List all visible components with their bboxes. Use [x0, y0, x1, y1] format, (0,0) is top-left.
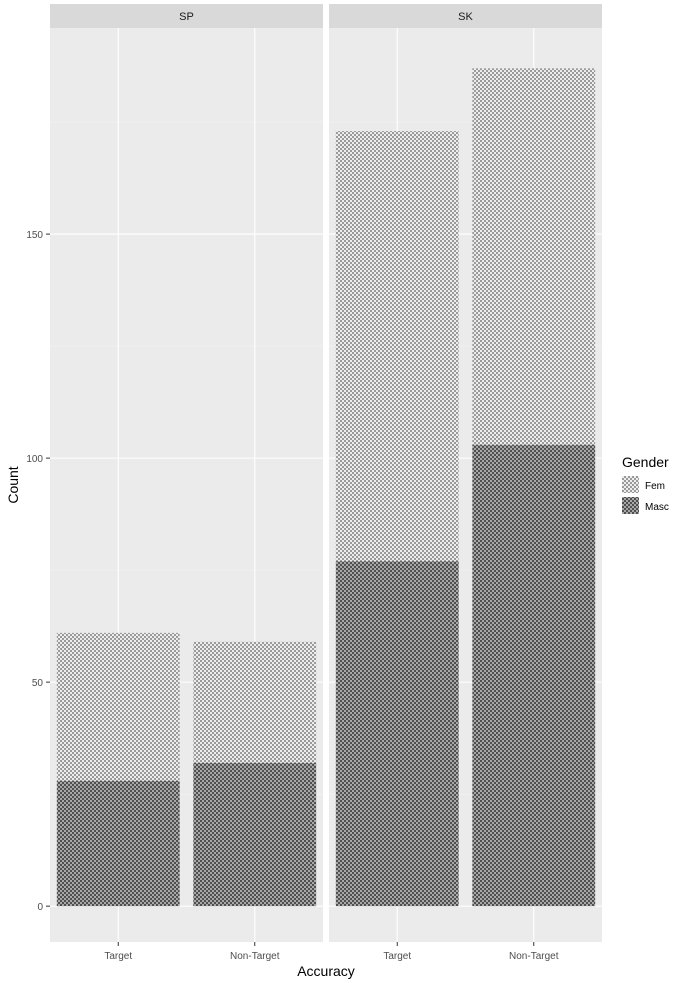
- bar-sp-non-target-masc: [193, 762, 317, 907]
- legend-key-fem: [622, 476, 639, 493]
- facet-strip-label-sp: SP: [179, 11, 194, 23]
- y-tick-label: 0: [37, 902, 43, 913]
- y-tick-label: 150: [26, 230, 43, 241]
- y-tick-label: 100: [26, 454, 43, 465]
- x-axis-title: Accuracy: [297, 963, 355, 979]
- bar-sp-target-fem: [56, 632, 180, 781]
- facet-strip-sp: [50, 4, 323, 28]
- x-tick-label: Target: [383, 951, 411, 962]
- x-tick-label: Non-Target: [509, 951, 559, 962]
- facet-strip-label-sk: SK: [458, 11, 473, 23]
- legend-title: Gender: [622, 454, 669, 470]
- bar-sp-target-masc: [56, 780, 180, 907]
- bar-sk-target-masc: [335, 561, 459, 907]
- x-tick-label: Target: [104, 951, 132, 962]
- bars: [56, 68, 596, 907]
- facet-strip-sk: [329, 4, 602, 28]
- axes: Target Non-Target Target Non-Target 0 50 100 15…: [26, 230, 558, 962]
- bar-sp-non-target-fem: [193, 641, 317, 763]
- y-tick-label: 50: [32, 678, 44, 689]
- bar-sk-non-target-fem: [472, 68, 596, 445]
- bar-sk-non-target-masc: [472, 444, 596, 907]
- legend-label-masc: Masc: [645, 502, 669, 513]
- bar-sk-target-fem: [335, 131, 459, 562]
- x-tick-label: Non-Target: [230, 951, 280, 962]
- legend-label-fem: Fem: [645, 481, 665, 492]
- legend: Gender Fem Masc: [622, 454, 669, 514]
- legend-key-masc: [622, 497, 639, 514]
- y-axis-title: Count: [5, 466, 21, 503]
